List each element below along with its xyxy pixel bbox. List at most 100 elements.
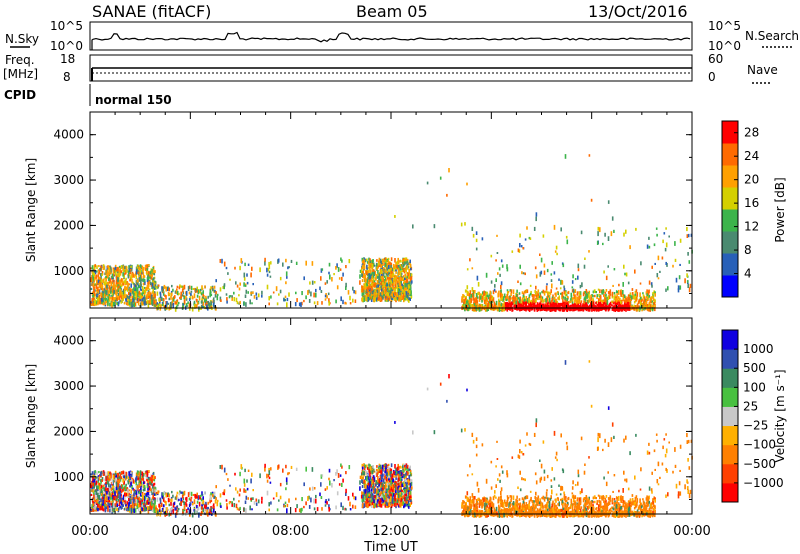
power-cell bbox=[112, 289, 114, 293]
power-cell bbox=[370, 282, 373, 286]
power-cell bbox=[503, 293, 506, 298]
velocity-cell bbox=[117, 501, 120, 505]
power-cell bbox=[405, 261, 407, 265]
power-cell bbox=[561, 307, 563, 311]
power-cell bbox=[469, 258, 471, 262]
y-tick-label: 2000 bbox=[53, 218, 84, 232]
velocity-cell bbox=[138, 472, 140, 477]
power-cell bbox=[648, 245, 651, 249]
power-cell bbox=[647, 290, 650, 296]
power-cell bbox=[391, 270, 393, 274]
power-cell bbox=[301, 291, 303, 296]
velocity-cell bbox=[97, 475, 100, 478]
velocity-cell bbox=[104, 493, 107, 499]
power-cell bbox=[617, 300, 619, 303]
power-cell bbox=[279, 289, 282, 294]
power-cell bbox=[510, 289, 513, 294]
power-cell bbox=[361, 273, 363, 277]
power-cell bbox=[204, 298, 206, 303]
power-cell bbox=[372, 277, 375, 283]
power-cell bbox=[622, 290, 624, 295]
power-cell bbox=[556, 300, 558, 304]
power-cell bbox=[328, 262, 331, 267]
power-cell bbox=[577, 297, 579, 302]
velocity-cell bbox=[97, 479, 100, 484]
power-cell bbox=[572, 288, 575, 293]
power-cell bbox=[210, 293, 213, 297]
power-cell bbox=[128, 291, 130, 296]
power-cell bbox=[137, 280, 139, 286]
velocity-cell bbox=[101, 479, 103, 482]
power-cell bbox=[165, 301, 167, 305]
power-cell bbox=[627, 301, 630, 307]
power-cell bbox=[244, 262, 246, 267]
power-cell bbox=[167, 286, 169, 289]
power-cell bbox=[92, 302, 94, 306]
velocity-cell bbox=[92, 482, 94, 487]
power-cell bbox=[521, 297, 524, 303]
power-cell bbox=[369, 269, 371, 274]
power-cell bbox=[547, 306, 549, 311]
power-cell bbox=[390, 290, 392, 294]
power-cell bbox=[92, 270, 94, 276]
power-cell bbox=[509, 302, 511, 306]
power-cell bbox=[326, 280, 328, 284]
power-cell bbox=[576, 291, 579, 296]
power-cell bbox=[373, 269, 375, 272]
power-cell bbox=[127, 275, 130, 279]
power-cell bbox=[387, 276, 389, 280]
power-cell bbox=[386, 283, 389, 287]
power-cell bbox=[396, 293, 399, 297]
power-cell bbox=[571, 298, 574, 302]
power-cell bbox=[363, 289, 365, 294]
power-cell bbox=[113, 287, 115, 290]
power-cell bbox=[275, 286, 278, 292]
power-cell bbox=[162, 286, 165, 291]
power-cell bbox=[523, 295, 525, 300]
power-cell bbox=[550, 289, 552, 293]
velocity-cell bbox=[103, 499, 106, 504]
power-cell bbox=[407, 284, 410, 289]
power-cell bbox=[389, 293, 392, 296]
power-cell bbox=[101, 301, 103, 304]
velocity-cell bbox=[135, 487, 138, 492]
power-cell bbox=[183, 299, 186, 304]
power-cell bbox=[388, 290, 390, 296]
power-cell bbox=[535, 290, 537, 296]
power-cell bbox=[366, 258, 368, 262]
power-cell bbox=[375, 278, 377, 281]
power-cell bbox=[475, 231, 478, 235]
power-cell bbox=[634, 305, 637, 309]
power-cell bbox=[542, 304, 544, 309]
power-cell bbox=[462, 294, 464, 299]
power-cell bbox=[210, 306, 212, 309]
power-cell bbox=[570, 305, 572, 308]
power-cell bbox=[250, 272, 252, 278]
power-cell bbox=[381, 265, 383, 271]
power-cell bbox=[130, 265, 132, 268]
power-cell bbox=[100, 265, 102, 270]
power-cell bbox=[119, 289, 121, 293]
power-cell bbox=[257, 293, 260, 298]
power-cell bbox=[161, 301, 164, 304]
power-cell bbox=[523, 299, 525, 302]
power-cell bbox=[361, 285, 363, 289]
power-cell bbox=[679, 285, 682, 290]
power-cell bbox=[93, 288, 95, 292]
power-cell bbox=[498, 290, 500, 296]
power-scatter bbox=[90, 154, 693, 312]
velocity-cell bbox=[113, 496, 115, 500]
power-cell bbox=[484, 306, 487, 312]
velocity-cell bbox=[141, 504, 143, 509]
power-cell bbox=[493, 288, 496, 292]
velocity-cell bbox=[95, 490, 98, 495]
power-cell bbox=[261, 294, 263, 298]
power-cell bbox=[367, 293, 370, 298]
velocity-cell bbox=[100, 478, 102, 484]
power-cell bbox=[104, 292, 107, 297]
power-cell bbox=[483, 292, 485, 296]
freq-left-tick-bottom: 8 bbox=[63, 70, 71, 84]
power-cell bbox=[397, 292, 400, 296]
power-cell bbox=[167, 302, 170, 305]
